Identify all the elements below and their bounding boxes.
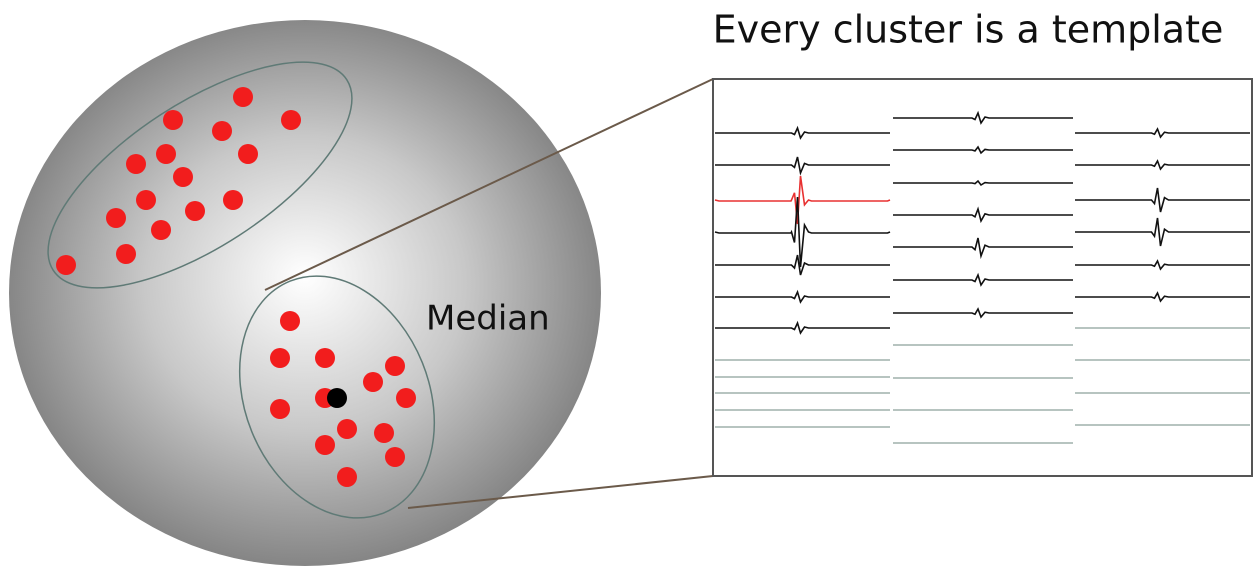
- median-point: [327, 388, 347, 408]
- template-box: [712, 78, 1253, 477]
- waveform: [714, 175, 891, 225]
- waveform: [893, 179, 1073, 187]
- waveform: [1075, 127, 1250, 139]
- waveform: [893, 110, 1073, 125]
- waveform: [715, 125, 890, 140]
- point: [315, 435, 335, 455]
- point: [56, 255, 76, 275]
- point: [270, 348, 290, 368]
- point: [156, 144, 176, 164]
- point: [385, 356, 405, 376]
- point: [223, 190, 243, 210]
- point: [385, 447, 405, 467]
- point: [281, 110, 301, 130]
- point: [374, 423, 394, 443]
- point: [212, 121, 232, 141]
- cluster-outline: [47, 61, 353, 289]
- point: [185, 201, 205, 221]
- point: [270, 399, 290, 419]
- waveform: [893, 145, 1073, 155]
- zoom-line: [264, 78, 714, 291]
- waveform: [1075, 187, 1250, 213]
- point: [126, 154, 146, 174]
- point: [151, 220, 171, 240]
- waveform: [1075, 159, 1250, 171]
- waveform: [1075, 217, 1250, 247]
- point: [315, 348, 335, 368]
- median-label: Median: [426, 299, 550, 339]
- waveforms: [714, 110, 1250, 444]
- waveform: [893, 307, 1073, 319]
- waveform: [1075, 291, 1250, 303]
- point: [337, 419, 357, 439]
- waveform: [715, 320, 890, 335]
- point: [233, 87, 253, 107]
- waveform: [1075, 259, 1250, 271]
- point: [363, 372, 383, 392]
- point: [173, 167, 193, 187]
- waveform: [893, 237, 1073, 260]
- title: Every cluster is a template: [713, 8, 1224, 52]
- waveform: [715, 254, 890, 276]
- point: [396, 388, 416, 408]
- point: [238, 144, 258, 164]
- waveform: [715, 289, 890, 304]
- point: [163, 110, 183, 130]
- points: [56, 87, 416, 487]
- waveform: [893, 206, 1073, 224]
- waveform: [893, 272, 1073, 287]
- waveform: [715, 156, 890, 176]
- cluster-outline: [238, 275, 436, 519]
- point: [337, 467, 357, 487]
- point: [280, 311, 300, 331]
- zoom-line: [407, 475, 714, 509]
- point: [116, 244, 136, 264]
- point: [106, 208, 126, 228]
- point: [136, 190, 156, 210]
- waveform: [714, 196, 891, 268]
- sphere: [9, 20, 601, 566]
